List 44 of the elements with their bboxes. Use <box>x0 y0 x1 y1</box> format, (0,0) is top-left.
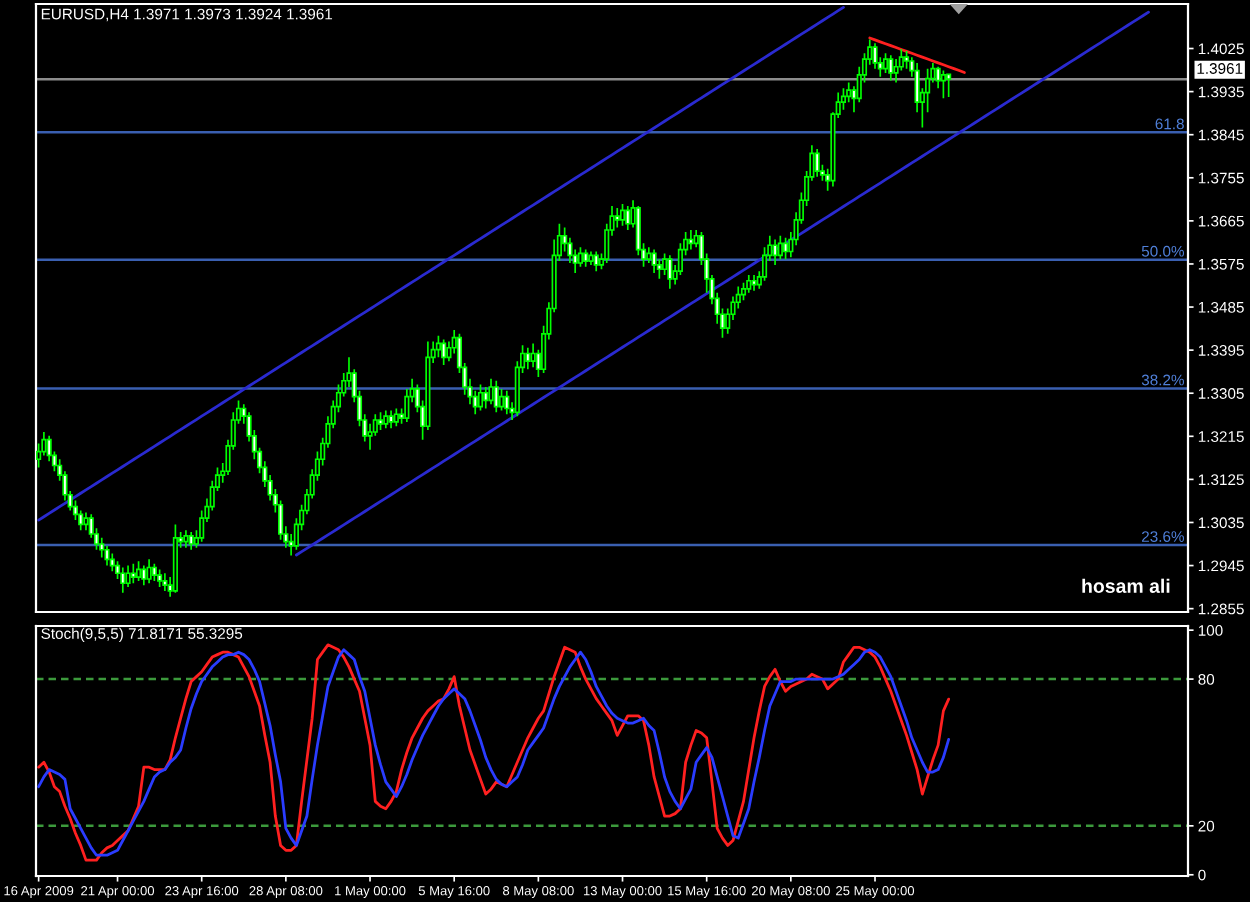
candlestick <box>141 564 147 587</box>
candlestick <box>504 389 510 416</box>
candlestick <box>583 248 589 268</box>
candlestick <box>125 564 131 588</box>
candlestick <box>651 248 657 274</box>
candlestick <box>83 511 89 531</box>
candlestick <box>488 378 494 406</box>
candlestick <box>388 409 394 429</box>
candlestick <box>146 558 152 585</box>
candlestick <box>772 238 778 266</box>
candlestick <box>625 205 631 231</box>
candlestick <box>157 568 163 588</box>
candlestick <box>46 434 52 463</box>
candlestick <box>593 250 599 272</box>
candlestick <box>130 562 136 585</box>
candlestick <box>99 536 105 559</box>
candlestick <box>614 207 620 229</box>
candlestick <box>746 274 752 294</box>
line-series <box>868 36 966 74</box>
candlestick <box>888 54 894 82</box>
candlestick <box>777 234 783 261</box>
candlestick <box>188 531 194 551</box>
candlestick <box>109 552 115 573</box>
candlestick <box>525 346 531 371</box>
candlestick <box>104 545 110 567</box>
candlestick <box>667 254 673 290</box>
candlestick <box>751 274 757 292</box>
candlestick <box>814 148 820 178</box>
candlestick <box>588 250 594 266</box>
candlestick <box>441 338 447 366</box>
candlestick <box>872 42 878 70</box>
candlestick <box>183 529 189 549</box>
candlestick <box>120 566 126 594</box>
candlestick <box>493 379 499 414</box>
candlestick <box>172 523 178 594</box>
candlestick <box>483 386 489 410</box>
candlestick <box>935 65 941 90</box>
candlestick <box>688 229 694 251</box>
candlestick <box>383 409 389 429</box>
candlestick <box>530 342 536 369</box>
line-series <box>37 5 845 522</box>
candlestick <box>162 572 168 592</box>
annotation: hosam ali <box>1082 578 1170 593</box>
candlestick <box>393 407 399 428</box>
